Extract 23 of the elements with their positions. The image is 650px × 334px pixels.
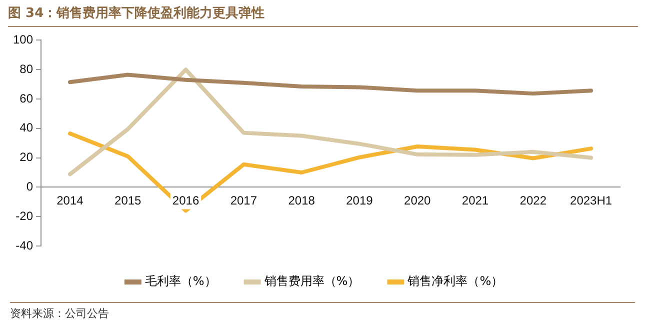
legend-label: 销售费用率（%）: [263, 274, 360, 288]
text: 资料来源：公司公告: [10, 302, 635, 321]
x-tick-label: 2019: [346, 194, 374, 208]
x-tick-label: 2016: [172, 194, 200, 208]
legend-label: 销售净利率（%）: [406, 274, 504, 288]
y-tick-label: 80: [20, 62, 34, 76]
y-tick-label: 20: [20, 150, 34, 164]
y-tick-label: 40: [20, 120, 34, 135]
chart-title: 图 34：销售费用率下降使盈利能力更具弹性: [8, 4, 638, 27]
y-tick-label: 0: [26, 180, 34, 194]
y-tick-label: -40: [16, 238, 34, 252]
y-tick-label: 100: [12, 32, 34, 47]
y-tick-label: -20: [16, 208, 34, 223]
x-tick-label: 2017: [230, 194, 258, 208]
x-tick-label: 2020: [404, 194, 432, 208]
x-tick-label: 2021: [462, 194, 489, 208]
x-tick-label: 2022: [520, 194, 547, 208]
y-tick-label: 60: [20, 91, 34, 106]
x-tick-label: 2015: [114, 194, 142, 208]
x-tick-label: 2018: [288, 194, 316, 208]
legend-label: 毛利率（%）: [144, 274, 216, 288]
x-tick-label: 2014: [56, 194, 84, 208]
x-tick-label: 2023H1: [570, 194, 612, 208]
